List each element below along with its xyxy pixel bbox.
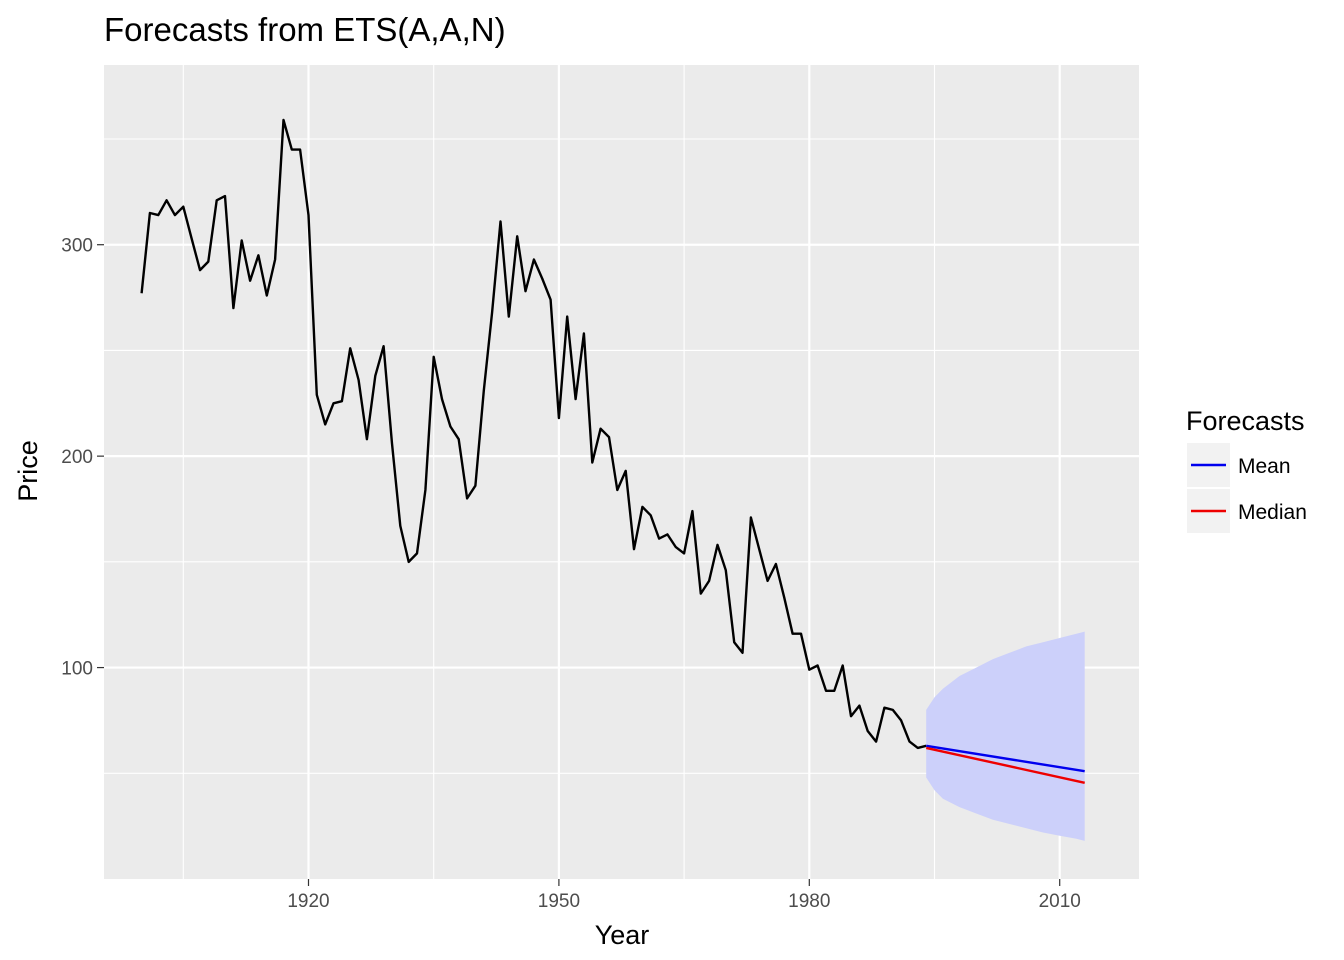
legend-title: Forecasts xyxy=(1186,406,1305,436)
legend-label-mean: Mean xyxy=(1238,455,1291,478)
y-tick-label: 100 xyxy=(61,659,93,680)
grid-minor xyxy=(104,65,1139,879)
y-tick-label: 300 xyxy=(61,236,93,257)
series-layer xyxy=(140,118,1085,784)
series-line-median xyxy=(925,746,1085,784)
x-axis: 1920 1950 1980 2010 xyxy=(287,879,1081,912)
y-tick-label: 200 xyxy=(61,447,93,468)
x-tick-label: 1980 xyxy=(788,891,830,912)
chart-title: Forecasts from ETS(A,A,N) xyxy=(104,11,506,48)
legend-label-median: Median xyxy=(1238,501,1307,524)
series-line-mean xyxy=(926,744,1085,773)
prediction-interval-band xyxy=(926,631,1085,841)
y-axis: 100 200 300 xyxy=(61,236,104,680)
y-axis-title: Price xyxy=(13,440,43,502)
x-tick-label: 1950 xyxy=(538,891,580,912)
series-line-observed xyxy=(140,118,927,750)
legend: Forecasts Mean Median xyxy=(1186,406,1307,533)
x-tick-label: 2010 xyxy=(1039,891,1081,912)
x-tick-label: 1920 xyxy=(287,891,329,912)
x-axis-title: Year xyxy=(595,920,650,950)
